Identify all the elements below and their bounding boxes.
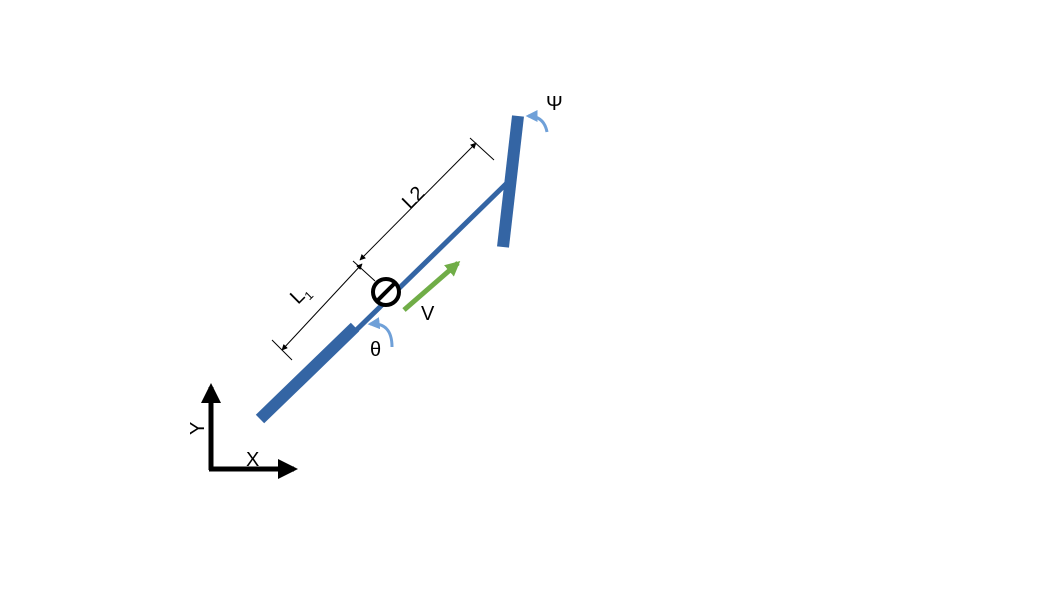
y-axis-label: Y	[187, 422, 209, 435]
theta-label: θ	[370, 339, 381, 361]
l2-label: L2	[398, 182, 429, 213]
x-axis-label: X	[246, 449, 259, 471]
center-of-mass-symbol	[371, 277, 401, 307]
dimension-l1	[271, 260, 376, 361]
velocity-label: V	[421, 303, 435, 325]
l1-label: L 1	[286, 285, 316, 308]
velocity-arrow	[402, 261, 461, 312]
psi-angle-arrow	[525, 110, 549, 133]
front-wheel	[497, 115, 524, 248]
theta-angle-arrow	[367, 317, 394, 348]
psi-label: Ψ	[546, 93, 563, 115]
dimension-l2	[359, 137, 495, 261]
rear-wheel	[255, 322, 360, 424]
